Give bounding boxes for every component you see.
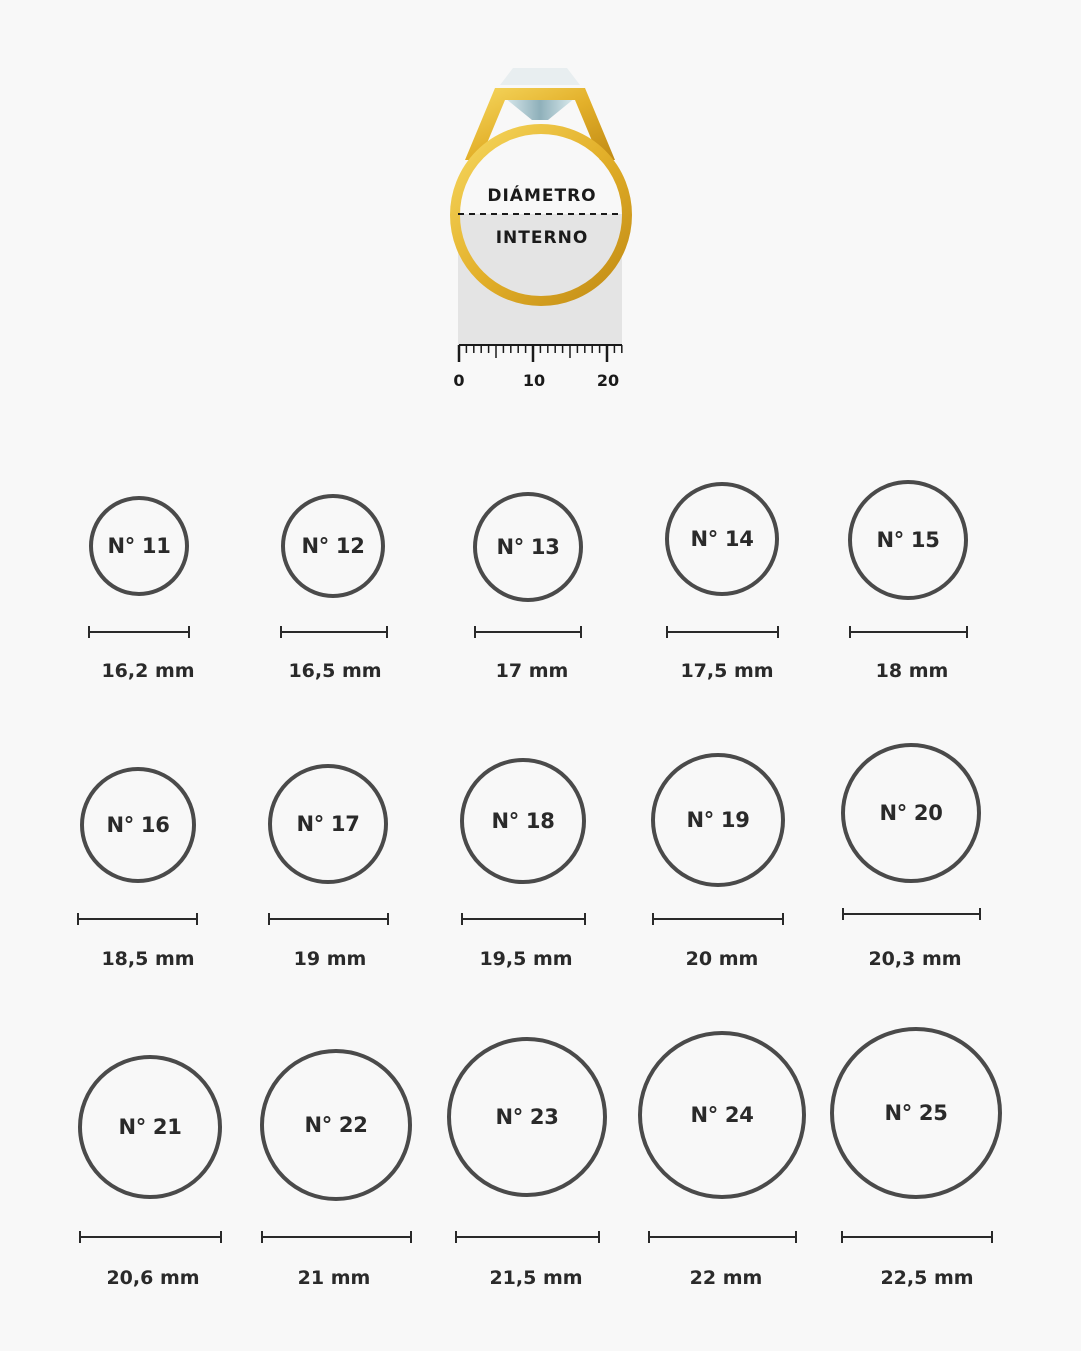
ring-shank	[465, 88, 615, 160]
ring-size-label: N° 18	[491, 809, 555, 833]
diameter-measure-line	[842, 908, 981, 920]
diameter-measure-line	[652, 913, 784, 925]
diameter-label: 21 mm	[297, 1267, 371, 1289]
ring-size-label: N° 15	[876, 528, 940, 552]
diameter-measure-line	[849, 626, 968, 638]
ring-size-label: N° 13	[496, 535, 560, 559]
diameter-measure-line	[455, 1231, 600, 1243]
diameter-measure-line	[648, 1231, 797, 1243]
ring-size-label: N° 16	[106, 813, 170, 837]
diameter-label: 18,5 mm	[101, 948, 195, 970]
ring-size-label: N° 20	[879, 801, 943, 825]
ring-size-label: N° 24	[690, 1103, 754, 1127]
ring-size-circle: N° 24	[638, 1031, 806, 1199]
ring-size-circle: N° 15	[848, 480, 968, 600]
diameter-label: 22 mm	[689, 1267, 763, 1289]
ring-size-circle: N° 25	[830, 1027, 1002, 1199]
diameter-measure-line	[461, 913, 586, 925]
diameter-measure-line	[77, 913, 198, 925]
ring-size-circle: N° 18	[460, 758, 586, 884]
ruler	[457, 344, 623, 362]
ring-size-circle: N° 14	[665, 482, 779, 596]
ruler-tick-label: 10	[523, 371, 545, 390]
diameter-label: 20,3 mm	[868, 948, 962, 970]
diameter-measure-line	[841, 1231, 993, 1243]
diameter-measure-line	[261, 1231, 412, 1243]
ring-size-label: N° 14	[690, 527, 754, 551]
ring-size-label: N° 12	[301, 534, 365, 558]
diameter-label: 22,5 mm	[880, 1267, 974, 1289]
diameter-measure-line	[88, 626, 190, 638]
diameter-label: 17 mm	[495, 660, 569, 682]
ring-size-circle: N° 13	[473, 492, 583, 602]
diameter-label: 20 mm	[685, 948, 759, 970]
ring-size-circle: N° 21	[78, 1055, 222, 1199]
ring-size-circle: N° 12	[281, 494, 385, 598]
diameter-label: 18 mm	[875, 660, 949, 682]
ring-size-circle: N° 23	[447, 1037, 607, 1197]
ruler-tick-label: 0	[453, 371, 464, 390]
ring-size-label: N° 22	[304, 1113, 368, 1137]
ring-size-circle: N° 19	[651, 753, 785, 887]
diameter-measure-line	[268, 913, 389, 925]
ring-size-circle: N° 11	[89, 496, 189, 596]
ring-size-label: N° 11	[107, 534, 171, 558]
ruler-tick-label: 20	[597, 371, 619, 390]
diameter-label: 16,2 mm	[101, 660, 195, 682]
ring-size-label: N° 19	[686, 808, 750, 832]
ring-size-circle: N° 20	[841, 743, 981, 883]
diameter-measure-line	[474, 626, 582, 638]
diameter-measure-line	[666, 626, 779, 638]
ring-size-label: N° 23	[495, 1105, 559, 1129]
ring-size-label: N° 25	[884, 1101, 948, 1125]
ring-size-label: N° 17	[296, 812, 360, 836]
label-diametro: DIÁMETRO	[487, 184, 596, 206]
label-interno: INTERNO	[496, 228, 589, 248]
diameter-label: 21,5 mm	[489, 1267, 583, 1289]
ring-size-circle: N° 22	[260, 1049, 412, 1201]
diamond-icon	[500, 68, 580, 120]
diameter-measure-line	[280, 626, 388, 638]
diameter-label: 20,6 mm	[106, 1267, 200, 1289]
diameter-label: 19,5 mm	[479, 948, 573, 970]
diameter-label: 19 mm	[293, 948, 367, 970]
diameter-label: 17,5 mm	[680, 660, 774, 682]
ring-band	[450, 124, 632, 306]
ring-size-circle: N° 17	[268, 764, 388, 884]
diameter-label: 16,5 mm	[288, 660, 382, 682]
ring-illustration: DIÁMETRO INTERNO 0 10 20	[450, 68, 632, 390]
ring-size-circle: N° 16	[80, 767, 196, 883]
ring-size-label: N° 21	[118, 1115, 182, 1139]
diameter-measure-line	[79, 1231, 222, 1243]
